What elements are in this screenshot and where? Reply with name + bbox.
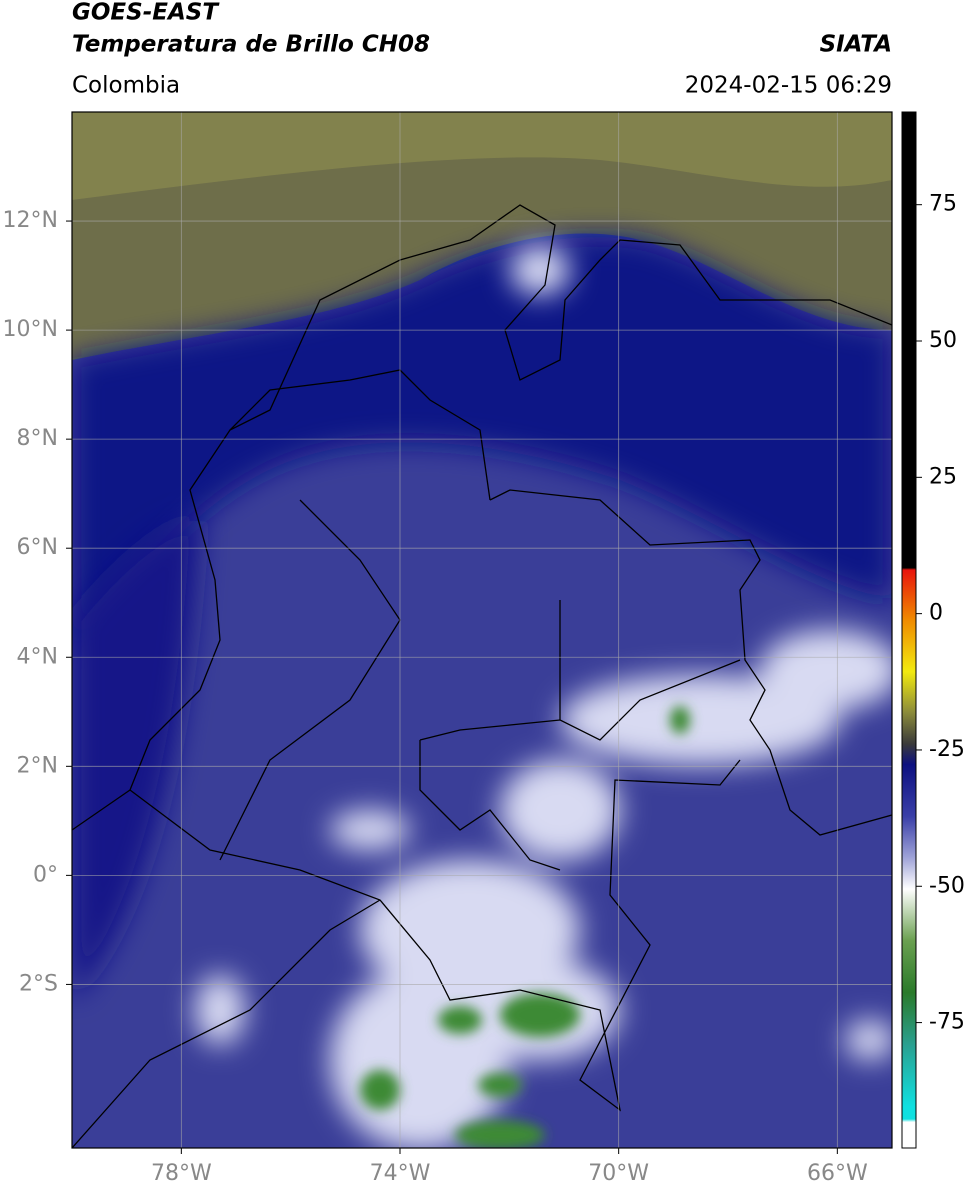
y-tick-label: 2°S [19, 971, 58, 996]
colorbar-tick-label: -25 [929, 737, 965, 762]
satellite-image [72, 112, 892, 1148]
colorbar-tick-label: -50 [929, 873, 965, 898]
colorbar-tick-label: 75 [929, 192, 957, 217]
region: Colombia [72, 73, 180, 99]
y-tick-label: 10°N [3, 317, 58, 342]
y-tick-label: 4°N [17, 644, 58, 669]
x-tick-label: 74°W [370, 1161, 431, 1186]
colorbar-tick-label: 0 [929, 601, 943, 626]
colorbar-tick-label: 25 [929, 464, 957, 489]
colorbar-tick-label: 50 [929, 328, 957, 353]
product: Temperatura de Brillo CH08 [72, 32, 430, 58]
y-tick-label: 0° [33, 862, 58, 887]
y-tick-label: 2°N [17, 753, 58, 778]
source: SIATA [820, 32, 892, 58]
y-tick-label: 6°N [17, 535, 58, 560]
x-tick-label: 78°W [151, 1161, 212, 1186]
colorbar-tick-label: -75 [929, 1010, 965, 1035]
grid [72, 112, 892, 1148]
colorbar [901, 111, 917, 1149]
datetime: 2024-02-15 06:29 [685, 73, 892, 99]
title: GOES-EAST [72, 0, 220, 26]
x-tick-label: 66°W [807, 1161, 868, 1186]
y-tick-label: 12°N [3, 208, 58, 233]
x-tick-label: 70°W [588, 1161, 649, 1186]
y-tick-label: 8°N [17, 426, 58, 451]
plot-frame [71, 111, 893, 1149]
